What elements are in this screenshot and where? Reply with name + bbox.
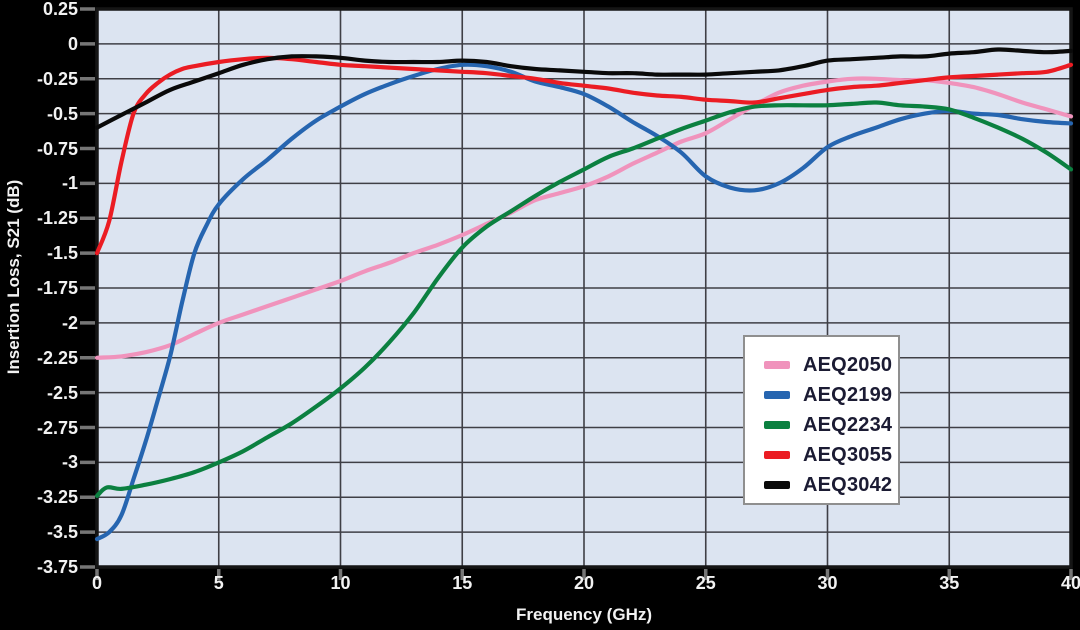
series-path-AEQ3042 bbox=[94, 47, 1074, 130]
legend-item-AEQ3042: AEQ3042 bbox=[745, 470, 898, 500]
y-tick-label: -2 bbox=[61, 312, 78, 333]
x-axis-title: Frequency (GHz) bbox=[515, 605, 653, 624]
legend-swatch-icon bbox=[764, 451, 790, 459]
legend-item-AEQ2050: AEQ2050 bbox=[745, 350, 898, 380]
legend-item-AEQ2199: AEQ2199 bbox=[745, 380, 898, 410]
y-tick-label: -1.5 bbox=[46, 243, 78, 264]
x-tick-label: 40 bbox=[1060, 573, 1080, 593]
y-tick-label: -1 bbox=[61, 173, 78, 194]
y-tick-label: -1.75 bbox=[36, 278, 78, 298]
x-tick-label: 25 bbox=[695, 573, 716, 593]
y-tick-label: -0.5 bbox=[46, 103, 78, 124]
y-tick-label: -3.75 bbox=[36, 557, 78, 577]
legend-label: AEQ2199 bbox=[803, 383, 893, 406]
legend-item-AEQ3055: AEQ3055 bbox=[745, 440, 898, 470]
legend-label: AEQ3042 bbox=[803, 473, 893, 496]
legend-swatch-icon bbox=[764, 361, 790, 369]
y-tick-label: -0.25 bbox=[36, 68, 78, 89]
plot-frame bbox=[95, 7, 1073, 569]
y-tick-label: -2.5 bbox=[46, 382, 78, 403]
x-tick-label: 15 bbox=[452, 573, 473, 593]
y-tick-label: -2.25 bbox=[36, 347, 78, 368]
y-tick-label: -3.25 bbox=[36, 487, 78, 508]
y-tick-label: -2.75 bbox=[36, 417, 78, 438]
legend-swatch-icon bbox=[764, 481, 790, 489]
y-tick-label: -3.5 bbox=[46, 522, 78, 543]
legend: AEQ2050 AEQ2199 AEQ2234 AEQ3055 AEQ3042 bbox=[743, 335, 900, 505]
y-axis-title: Insertion Loss, S21 (dB) bbox=[4, 179, 23, 375]
x-tick-label: 35 bbox=[939, 573, 960, 593]
legend-swatch-icon bbox=[764, 391, 790, 399]
y-tick-label: 0 bbox=[67, 33, 78, 54]
y-tick-label: 0.25 bbox=[42, 0, 78, 19]
series-path-AEQ2234 bbox=[94, 100, 1074, 498]
legend-item-AEQ2234: AEQ2234 bbox=[745, 410, 898, 440]
legend-label: AEQ2050 bbox=[803, 353, 893, 376]
y-tick-label: -3 bbox=[61, 452, 78, 473]
legend-swatch-icon bbox=[764, 421, 790, 429]
y-tick-label: -1.25 bbox=[36, 208, 78, 229]
y-tick-label: -0.75 bbox=[36, 138, 78, 159]
x-tick-label: 30 bbox=[817, 573, 838, 593]
x-tick-label: 10 bbox=[330, 573, 351, 593]
legend-label: AEQ3055 bbox=[803, 443, 893, 466]
legend-label: AEQ2234 bbox=[803, 413, 893, 436]
x-tick-label: 20 bbox=[573, 573, 595, 593]
x-tick-label: 0 bbox=[91, 573, 102, 593]
series-path-AEQ3055 bbox=[94, 55, 1074, 256]
x-tick-label: 5 bbox=[213, 573, 224, 593]
